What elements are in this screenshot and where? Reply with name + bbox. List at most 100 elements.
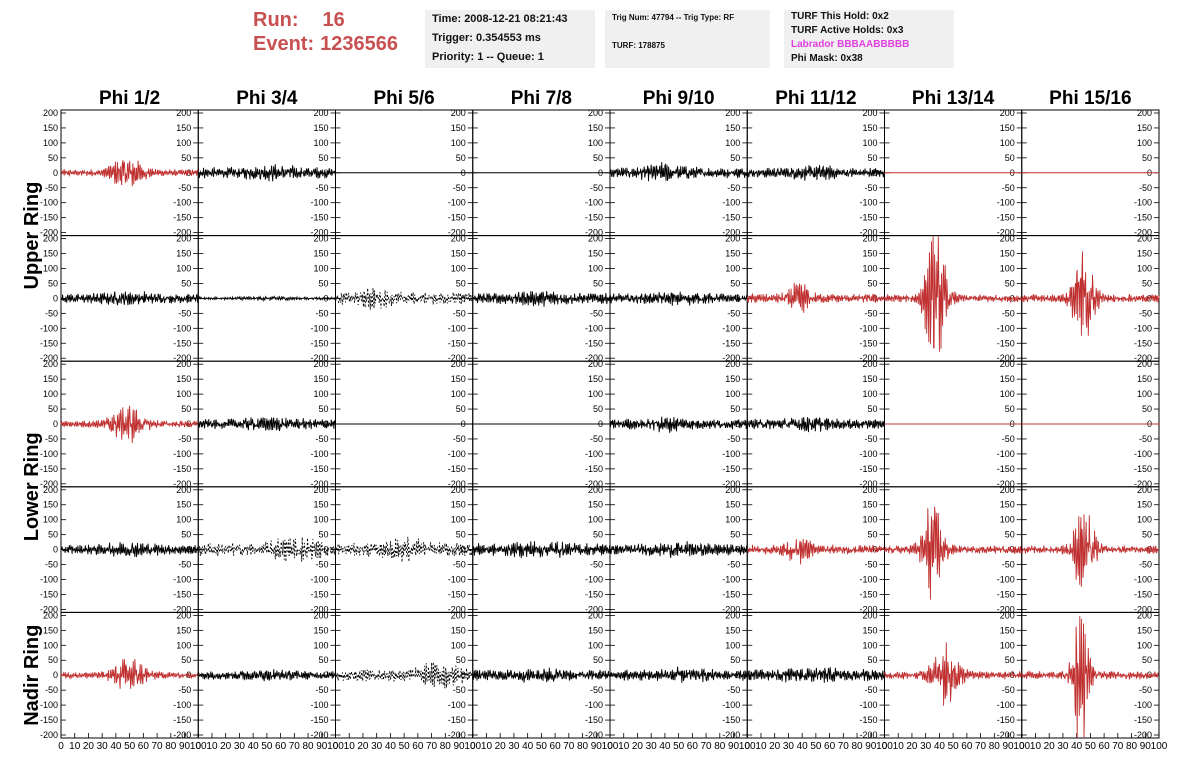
y-tick-label: 50: [867, 655, 877, 665]
y-tick-label: 100: [588, 389, 603, 399]
y-tick-label: 50: [1005, 278, 1015, 288]
y-tick-label: 200: [862, 234, 877, 244]
x-tick-label: 70: [563, 741, 575, 752]
y-tick-label: -100: [585, 449, 603, 459]
y-tick-label: 200: [1000, 485, 1015, 495]
x-tick-label: 0: [744, 741, 750, 752]
y-tick-label: 50: [730, 655, 740, 665]
y-tick-label: 50: [730, 530, 740, 540]
x-tick-label: 50: [810, 741, 822, 752]
y-tick-label: -100: [859, 449, 877, 459]
y-tick-label: -50: [1002, 308, 1015, 318]
y-tick-label: 100: [451, 389, 466, 399]
y-tick-label: -100: [859, 575, 877, 585]
run-event-box: Run: 16 Event: 1236566: [253, 8, 423, 68]
y-tick-label: 0: [53, 293, 58, 303]
y-tick-label: 100: [1000, 640, 1015, 650]
y-tick-label: -150: [997, 715, 1015, 725]
y-tick-label: 200: [43, 108, 58, 118]
y-tick-label: -200: [310, 604, 328, 614]
y-tick-label: -200: [585, 730, 603, 740]
y-tick-label: 150: [313, 123, 328, 133]
y-tick-label: -50: [1139, 183, 1152, 193]
y-tick-label: -200: [173, 353, 191, 363]
y-tick-label: 100: [725, 138, 740, 148]
y-tick-label: 100: [1000, 138, 1015, 148]
waveform-trace: [609, 162, 748, 182]
y-tick-label: 50: [867, 404, 877, 414]
y-tick-label: 0: [186, 168, 191, 178]
waveform-trace: [197, 164, 336, 182]
column-header: Phi 1/2: [99, 88, 160, 109]
x-tick-label: 100: [602, 741, 619, 752]
trig-num-text: Trig Num: 47794 -- Trig Type: RF: [612, 13, 735, 22]
x-tick-label: 40: [1071, 741, 1083, 752]
x-tick-label: 40: [797, 741, 809, 752]
x-tick-label: 50: [1085, 741, 1097, 752]
turf-text: TURF: 178875: [612, 41, 665, 50]
y-tick-label: 150: [862, 500, 877, 510]
y-tick-label: -150: [585, 715, 603, 725]
y-tick-label: -50: [1002, 183, 1015, 193]
y-tick-label: 200: [725, 108, 740, 118]
y-tick-label: -150: [448, 589, 466, 599]
y-tick-label: 50: [1142, 530, 1152, 540]
y-tick-label: 200: [451, 610, 466, 620]
waveform-trace: [884, 642, 1023, 706]
x-tick-label: 20: [1044, 741, 1056, 752]
y-tick-label: 150: [1137, 374, 1152, 384]
time-text: Time: 2008-12-21 08:21:43: [432, 13, 568, 25]
y-tick-label: 0: [1010, 670, 1015, 680]
y-tick-label: 100: [1137, 640, 1152, 650]
y-tick-label: 100: [588, 138, 603, 148]
y-tick-label: 200: [1137, 234, 1152, 244]
y-tick-label: 50: [1142, 278, 1152, 288]
y-tick-label: -100: [997, 323, 1015, 333]
y-tick-label: -150: [1134, 338, 1152, 348]
y-tick-label: -100: [40, 449, 58, 459]
y-tick-label: -150: [310, 338, 328, 348]
x-tick-label: 30: [783, 741, 795, 752]
y-tick-label: 150: [176, 625, 191, 635]
y-tick-label: 200: [43, 485, 58, 495]
y-tick-label: -50: [864, 560, 877, 570]
y-tick-label: 100: [451, 515, 466, 525]
run-label: Run:: [253, 9, 299, 31]
waveform-trace: [1021, 616, 1160, 739]
y-tick-label: -150: [997, 464, 1015, 474]
x-tick-label: 40: [659, 741, 671, 752]
y-tick-label: -200: [859, 604, 877, 614]
y-tick-label: -50: [727, 308, 740, 318]
x-tick-label: 90: [865, 741, 877, 752]
x-tick-label: 60: [687, 741, 699, 752]
x-tick-label: 100: [876, 741, 893, 752]
y-tick-label: -50: [178, 434, 191, 444]
y-tick-label: 150: [1137, 249, 1152, 259]
y-tick-label: 0: [461, 293, 466, 303]
y-tick-label: 150: [588, 625, 603, 635]
y-tick-label: -150: [40, 464, 58, 474]
x-tick-label: 80: [714, 741, 726, 752]
turf-info-box: TURF This Hold: 0x2 TURF Active Holds: 0…: [784, 10, 954, 68]
y-tick-label: 150: [313, 374, 328, 384]
y-tick-label: 200: [725, 485, 740, 495]
y-tick-label: -50: [45, 183, 58, 193]
y-tick-label: -100: [1134, 323, 1152, 333]
y-tick-label: 50: [318, 530, 328, 540]
y-tick-label: 50: [730, 153, 740, 163]
y-tick-label: 50: [318, 404, 328, 414]
y-tick-label: -100: [448, 575, 466, 585]
y-tick-label: -50: [590, 434, 603, 444]
x-tick-label: 70: [152, 741, 164, 752]
y-tick-label: -200: [722, 228, 740, 238]
y-tick-label: 50: [1005, 404, 1015, 414]
y-tick-label: 200: [862, 108, 877, 118]
event-value: 1236566: [320, 33, 398, 55]
y-tick-label: 100: [862, 138, 877, 148]
x-tick-label: 40: [110, 741, 122, 752]
y-tick-label: -50: [1002, 685, 1015, 695]
y-tick-label: 150: [451, 500, 466, 510]
y-tick-label: -200: [859, 353, 877, 363]
y-tick-label: -50: [1002, 434, 1015, 444]
y-tick-label: -200: [585, 604, 603, 614]
